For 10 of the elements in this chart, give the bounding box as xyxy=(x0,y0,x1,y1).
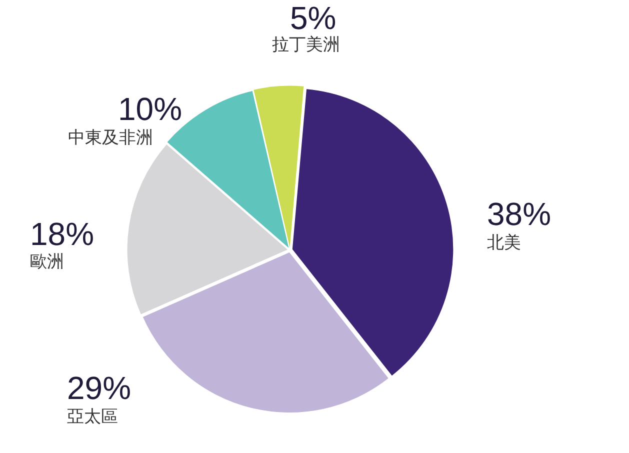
slice-label: 中東及非洲 xyxy=(68,128,153,148)
slice-label: 亞太區 xyxy=(67,407,118,427)
data-label: 38% xyxy=(487,196,552,232)
data-label: 5% xyxy=(290,0,336,36)
slice-label: 歐洲 xyxy=(30,252,64,272)
slice-label: 拉丁美洲 xyxy=(272,35,340,55)
slice-label: 北美 xyxy=(487,233,521,253)
data-label: 18% xyxy=(30,216,94,252)
data-label: 29% xyxy=(67,370,132,406)
data-label: 10% xyxy=(118,91,182,127)
